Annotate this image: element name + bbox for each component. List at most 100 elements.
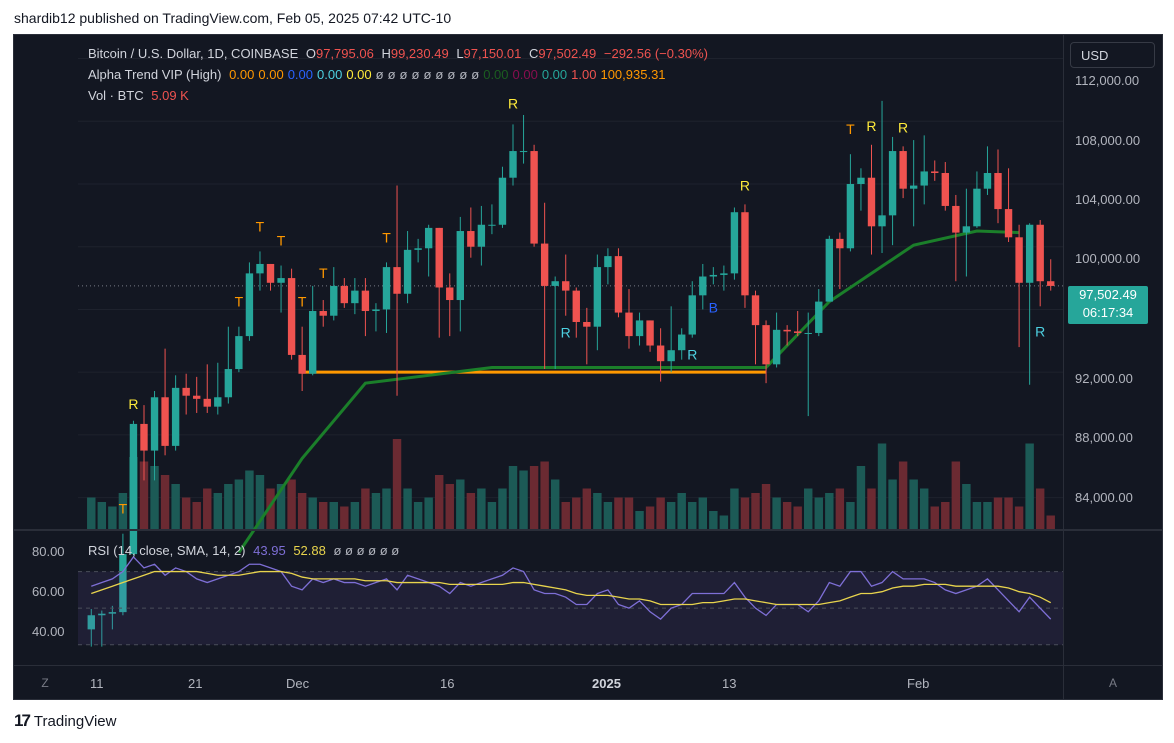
log-scale-toggle[interactable]: Z [41,676,49,690]
candle-body [920,171,928,186]
volume-bar [1004,497,1013,529]
volume-bar [108,506,117,529]
candle-body [667,350,675,362]
volume-bar [181,497,191,529]
auto-scale-toggle[interactable]: A [1108,676,1117,690]
volume-bar [234,479,244,529]
volume-bar [319,502,328,529]
low-label: L [456,46,464,61]
volume-bar [909,479,918,529]
volume-bar [761,484,771,529]
candle-body [678,334,686,351]
candle-body [952,205,960,233]
candle-body [161,397,169,446]
volume-bar [540,461,549,529]
symbol-title: Bitcoin / U.S. Dollar, 1D, COINBASE [88,46,299,61]
footer-brand: TradingView [33,712,117,730]
candle-body [909,185,918,189]
signal-label: T [319,265,328,281]
rsi-sma-value: 52.88 [293,543,326,558]
volume-bar [1025,443,1034,529]
candle-body [351,290,359,304]
volume-bar [846,502,855,529]
bar-countdown: 06:17:34 [1082,305,1134,320]
candle-body [414,248,422,250]
volume-bar [139,461,149,529]
candle-body [467,231,475,247]
volume-bar [772,497,781,529]
candle-body [751,295,760,326]
rsi-tick: 80.00 [32,544,65,559]
candle-body [488,224,496,226]
candle-body [330,285,338,316]
volume-bar [804,488,813,529]
candle-body [108,612,117,614]
candle-body [256,263,264,274]
candle-body [372,309,380,312]
main-series-legend[interactable]: Bitcoin / U.S. Dollar, 1D, COINBASE O 97,… [88,46,712,61]
rsi-legend[interactable]: RSI (14, close, SMA, 14, 2) 43.95 52.88 … [88,543,403,558]
volume-bar [782,502,792,529]
volume-bar [1035,488,1045,529]
volume-bar [983,502,992,529]
pane-divider[interactable] [14,529,1162,531]
signal-label: T [277,233,286,249]
volume-bar [919,488,929,529]
candle-body [129,423,138,555]
candle-body [709,274,718,277]
rsi-value: 43.95 [253,543,286,558]
publish-line: shardib12 published on TradingView.com, … [14,10,452,26]
indicator-values: 0.00 0.00 0.00 0.00 0.00 ø ø ø ø ø ø ø ø ø 0.00 0.00 0.0… [229,67,669,82]
time-tick: 13 [722,676,737,691]
volume-bar [498,488,507,529]
volume-bar [814,497,823,529]
signal-label: R [1035,323,1045,339]
time-tick: 21 [188,676,203,691]
volume-bar [740,497,750,529]
volume-bar [192,502,201,529]
candle-body [277,278,285,283]
candle-body [783,329,791,332]
low-value: 97,150.01 [463,46,522,61]
price-tick: 104,000.00 [1075,192,1141,207]
volume-bar [856,466,866,529]
volume-bar [392,439,402,529]
currency-button[interactable]: USD [1070,42,1155,68]
volume-bar [350,502,360,529]
indicator-value: ø [447,67,456,82]
signal-label: R [128,396,138,412]
signal-label: T [846,121,855,137]
alpha-trend-legend[interactable]: Alpha Trend VIP (High) 0.00 0.00 0.00 0.00 0… [88,67,674,82]
signal-label: T [298,294,307,310]
volume-bar [677,493,686,529]
candle-body [382,267,391,310]
volume-bar [87,497,96,529]
volume-bar [413,502,423,529]
indicator-value: ø [399,67,408,82]
candle-body [214,397,222,407]
volume-bar [941,502,950,529]
open-label: O [305,46,316,61]
volume-bar [698,497,708,529]
volume-legend[interactable]: Vol · BTC 5.09 K [88,88,193,103]
signal-label: R [740,177,750,193]
volume-bar [424,497,433,529]
last-price: 97,502.49 [1079,287,1137,302]
candle-body [867,177,876,227]
time-tick: 11 [90,676,104,691]
indicator-value: 0.00 [541,67,568,82]
candle-body [203,398,211,407]
volume-value: 5.09 K [151,88,189,103]
indicator-value: 1.00 [571,67,597,82]
candle-body [604,256,612,268]
volume-bar [150,466,159,529]
candle-body [435,227,443,288]
candle-body [171,387,180,446]
candle-body [551,281,559,286]
volume-bar [962,484,971,529]
signal-label: T [235,294,244,310]
candle-body [509,151,517,178]
candle-body [562,281,570,291]
